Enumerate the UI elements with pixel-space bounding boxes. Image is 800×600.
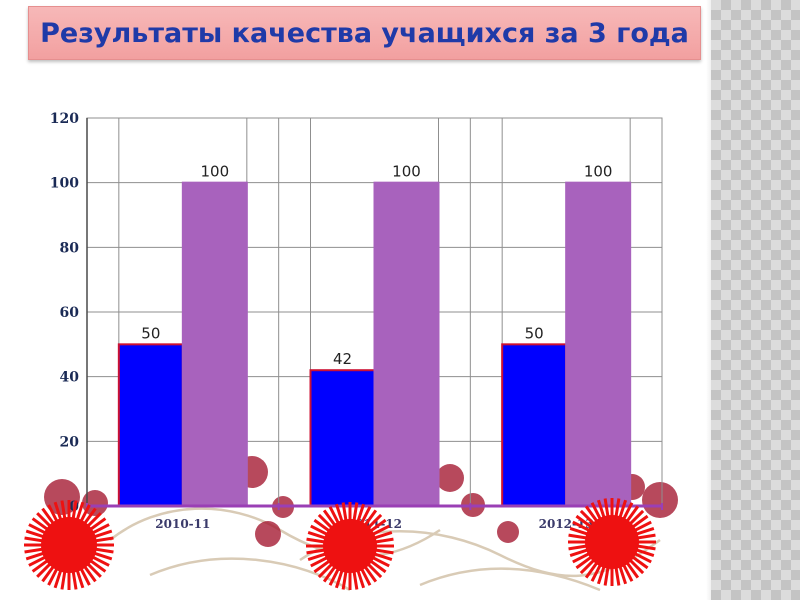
floral-swirl — [419, 567, 601, 592]
data-label: 100 — [392, 163, 421, 181]
slide-edge — [706, 0, 712, 600]
y-tick-label: 120 — [50, 111, 79, 127]
bar — [565, 181, 632, 508]
y-tick-label: 20 — [60, 434, 80, 450]
y-tick-label: 60 — [60, 305, 80, 321]
starburst — [306, 502, 394, 590]
y-tick-label: 100 — [50, 176, 79, 192]
category-label: 2010-11 — [155, 517, 210, 531]
starburst-core — [41, 517, 97, 573]
decorative-bursts — [24, 498, 656, 590]
starburst — [568, 498, 656, 586]
data-label: 100 — [201, 163, 230, 181]
data-label: 100 — [584, 163, 613, 181]
bar — [117, 343, 184, 508]
bar — [309, 369, 376, 508]
data-label: 42 — [333, 350, 352, 368]
y-tick-label: 40 — [60, 370, 80, 386]
rose — [44, 479, 80, 515]
data-label: 50 — [525, 324, 544, 342]
starburst-core — [585, 515, 639, 569]
chart-bars — [117, 181, 632, 508]
y-tick-label: 80 — [60, 240, 80, 256]
rose — [497, 521, 519, 543]
starburst-core — [323, 519, 377, 573]
slide-title: Результаты качества учащихся за 3 года — [40, 17, 689, 49]
title-banner: Результаты качества учащихся за 3 года — [28, 6, 701, 60]
bar — [501, 343, 568, 508]
rose — [642, 482, 678, 518]
data-label: 50 — [141, 324, 160, 342]
chart-labels: 5010042100501000204060801001202010-11201… — [50, 111, 613, 531]
starburst — [24, 500, 114, 590]
rose — [436, 464, 464, 492]
rose — [255, 521, 281, 547]
decorative-side-strip — [711, 0, 800, 600]
bar — [181, 181, 248, 508]
bar — [373, 181, 440, 508]
floral-swirl — [149, 557, 351, 592]
